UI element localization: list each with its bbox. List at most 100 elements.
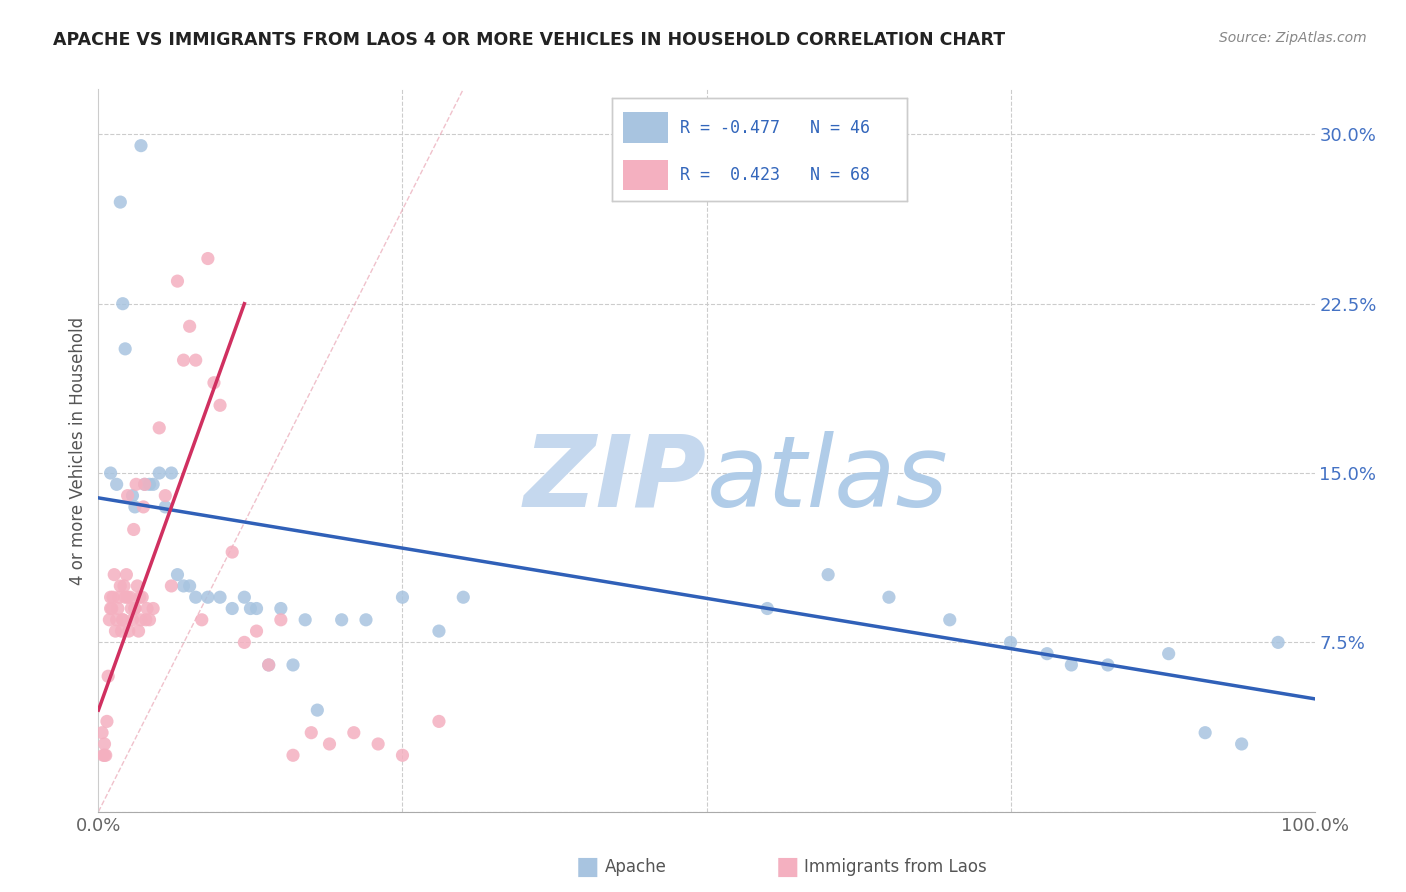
Point — [128, 624, 150, 639]
Point — [124, 601, 146, 615]
Point — [257, 657, 280, 672]
Point — [111, 296, 134, 310]
Point — [110, 195, 132, 210]
Point — [155, 500, 177, 514]
Point — [148, 421, 170, 435]
Text: ■: ■ — [776, 855, 799, 879]
Point — [100, 601, 122, 615]
Point — [1230, 737, 1253, 751]
Point — [93, 737, 115, 751]
Point — [330, 613, 353, 627]
Point — [134, 477, 156, 491]
Point — [1036, 647, 1059, 661]
Point — [93, 748, 115, 763]
Point — [1060, 657, 1083, 672]
Point — [105, 613, 128, 627]
Point — [343, 725, 366, 739]
Point — [101, 591, 124, 605]
Point — [103, 567, 125, 582]
Text: Source: ZipAtlas.com: Source: ZipAtlas.com — [1219, 31, 1367, 45]
Point — [111, 613, 134, 627]
Point — [138, 477, 160, 491]
Point — [939, 613, 962, 627]
Point — [299, 725, 322, 739]
Point — [233, 591, 256, 605]
Text: atlas: atlas — [707, 431, 948, 528]
Point — [115, 567, 138, 582]
Point — [1000, 635, 1022, 649]
Point — [160, 466, 183, 480]
Point — [427, 714, 450, 729]
Point — [128, 591, 150, 605]
Point — [160, 579, 183, 593]
Bar — [623, 160, 668, 190]
Point — [112, 579, 135, 593]
Point — [118, 591, 141, 605]
Point — [239, 601, 262, 615]
Point — [191, 613, 214, 627]
Point — [270, 601, 292, 615]
Point — [114, 342, 136, 356]
Point — [756, 601, 779, 615]
Text: ■: ■ — [576, 855, 599, 879]
Point — [142, 601, 165, 615]
Point — [100, 466, 122, 480]
Point — [132, 500, 155, 514]
Point — [97, 669, 120, 683]
Point — [91, 725, 114, 739]
Point — [281, 657, 304, 672]
Point — [257, 657, 280, 672]
Point — [121, 613, 143, 627]
Point — [134, 477, 156, 491]
Point — [427, 624, 450, 639]
Point — [155, 489, 177, 503]
Point — [270, 613, 292, 627]
Point — [367, 737, 389, 751]
Point — [184, 353, 207, 368]
Point — [111, 613, 134, 627]
Point — [94, 748, 117, 763]
Text: Immigrants from Laos: Immigrants from Laos — [804, 858, 987, 876]
Point — [184, 591, 207, 605]
Point — [118, 624, 141, 639]
Point — [117, 591, 139, 605]
Point — [142, 477, 165, 491]
Point — [129, 613, 152, 627]
Point — [91, 748, 114, 763]
Point — [138, 613, 160, 627]
Point — [179, 319, 201, 334]
Point — [354, 613, 377, 627]
Point — [129, 138, 152, 153]
Point — [110, 624, 132, 639]
Point — [318, 737, 340, 751]
Point — [125, 477, 148, 491]
Bar — [623, 112, 668, 144]
Point — [221, 545, 243, 559]
Point — [131, 591, 153, 605]
Point — [124, 601, 146, 615]
Point — [391, 591, 413, 605]
Text: Apache: Apache — [605, 858, 666, 876]
Text: R =  0.423   N = 68: R = 0.423 N = 68 — [679, 166, 869, 184]
Point — [114, 591, 136, 605]
Point — [166, 567, 188, 582]
Point — [221, 601, 243, 615]
Point — [148, 466, 170, 480]
Point — [122, 523, 145, 537]
Point — [110, 579, 132, 593]
Point — [1194, 725, 1216, 739]
Point — [121, 489, 143, 503]
Point — [1267, 635, 1289, 649]
Point — [209, 398, 232, 412]
Point — [108, 591, 131, 605]
Point — [307, 703, 329, 717]
Text: R = -0.477   N = 46: R = -0.477 N = 46 — [679, 119, 869, 136]
Point — [877, 591, 900, 605]
Text: ZIP: ZIP — [523, 431, 707, 528]
Y-axis label: 4 or more Vehicles in Household: 4 or more Vehicles in Household — [69, 317, 87, 584]
Point — [202, 376, 225, 390]
Point — [136, 601, 159, 615]
Point — [453, 591, 475, 605]
Point — [197, 252, 219, 266]
Point — [817, 567, 839, 582]
